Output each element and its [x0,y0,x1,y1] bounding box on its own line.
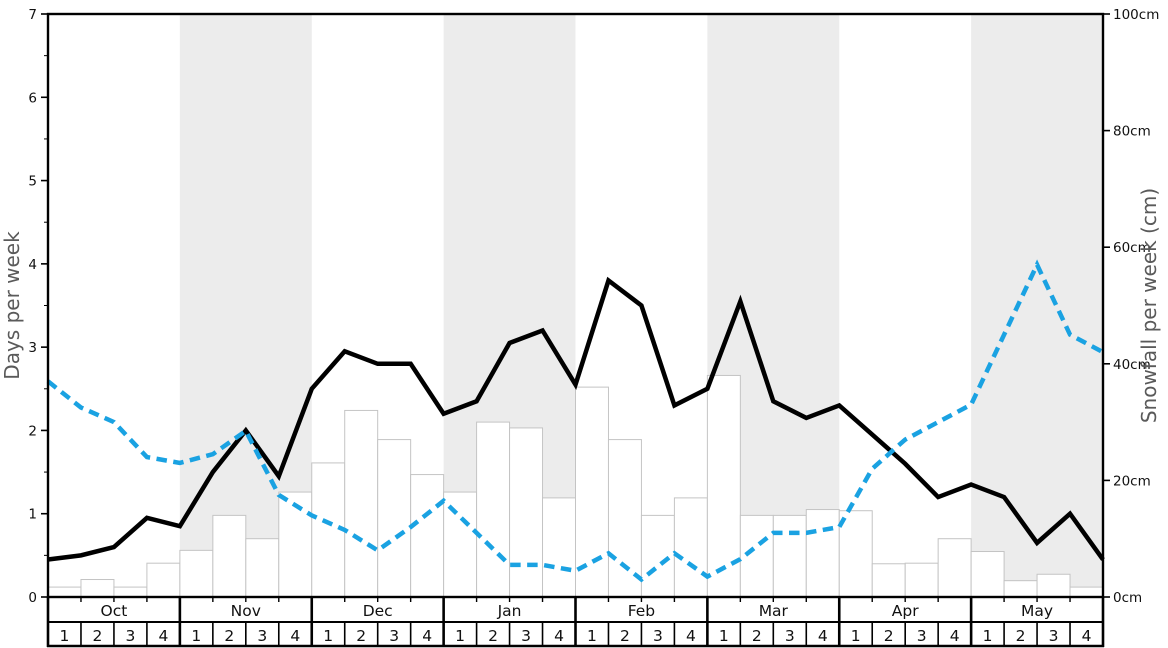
snowfall-bar [575,386,609,598]
right-axis-tick-label: 100cm [1113,7,1159,23]
left-axis-tick-label: 0 [28,590,37,606]
right-axis-title: Snowfall per week (cm) [1137,188,1161,423]
month-cell-label: Mar [759,602,789,620]
week-cell-label: 1 [455,627,465,645]
snowfall-bar [377,439,412,598]
week-cell-label: 4 [686,627,696,645]
week-cell-label: 3 [521,627,531,645]
month-cell-label: Dec [363,602,393,620]
snowfall-bar [344,409,379,598]
snowfall-bar [47,586,82,598]
snowfall-bar [476,421,511,598]
snowfall-bar [1003,580,1038,598]
week-cell-label: 1 [719,627,729,645]
week-cell-label: 4 [1082,627,1092,645]
left-axis-tick-label: 2 [28,423,37,439]
left-axis-tick-label: 7 [28,7,37,23]
left-axis-tick-label: 5 [28,174,37,190]
right-axis-tick-label: 60cm [1113,240,1151,256]
snowfall-bar [970,551,1005,598]
snowfall-bar [640,514,675,598]
week-cell-label: 3 [1049,627,1059,645]
snowfall-bar [542,497,576,598]
week-cell-label: 1 [983,627,993,645]
month-cell-label: Jan [497,602,522,620]
snowfall-bar [772,514,807,598]
snowfall-bar [739,514,774,598]
left-axis-tick-label: 1 [28,507,37,523]
snowfall-bar [146,562,181,598]
week-cell-label: 3 [653,627,663,645]
snowfall-bar [673,497,708,598]
week-cell-label: 1 [587,627,597,645]
week-cell-label: 2 [224,627,234,645]
snowfall-bar [805,509,840,598]
week-cell-label: 2 [752,627,762,645]
week-cell-label: 3 [917,627,927,645]
week-cell-label: 4 [158,627,168,645]
right-axis-tick-label: 80cm [1113,124,1151,140]
right-axis-tick-label: 20cm [1113,473,1151,489]
week-cell-label: 3 [125,627,135,645]
month-cell-label: May [1021,602,1053,620]
week-cell-label: 4 [818,627,828,645]
week-cell-label: 4 [290,627,300,645]
week-cell-label: 2 [356,627,366,645]
week-cell-label: 4 [554,627,564,645]
snowfall-bar [212,514,247,598]
snowfall-bar [937,538,972,598]
snowfall-bar [179,549,214,598]
month-cell-label: Oct [101,602,128,620]
week-cell-label: 1 [191,627,201,645]
left-axis-tick-label: 4 [28,257,37,273]
left-axis-tick-label: 6 [28,90,37,106]
week-cell-label: 3 [785,627,795,645]
right-axis-tick-label: 40cm [1113,357,1151,373]
week-cell-label: 4 [950,627,960,645]
week-cell-label: 4 [422,627,432,645]
snowfall-bar [80,579,115,598]
snowfall-bar [904,562,939,598]
week-cell-label: 3 [257,627,267,645]
left-axis-title: Days per week [0,231,24,380]
snowfall-bar [509,427,544,598]
month-cell-label: Apr [892,602,919,620]
left-axis-tick-label: 3 [28,340,37,356]
week-cell-label: 2 [488,627,498,645]
week-cell-label: 2 [93,627,103,645]
snowfall-bar [245,538,280,598]
snowfall-bar [838,510,873,598]
week-cell-label: 2 [884,627,894,645]
snowfall-bar [871,563,906,598]
snowfall-bar [1036,573,1071,598]
days-per-week-line [47,276,1105,562]
week-cell-label: 1 [851,627,861,645]
week-cell-label: 3 [389,627,399,645]
week-cell-label: 2 [620,627,630,645]
month-cell-label: Feb [628,602,655,620]
week-cell-label: 2 [1016,627,1026,645]
month-cell-label: Nov [231,602,261,620]
right-axis-tick-label: 0cm [1113,590,1142,606]
week-cell-label: 1 [323,627,333,645]
snowfall-bar [113,586,148,598]
snowfall-bar [1069,586,1104,598]
snowfall-bar [410,474,445,598]
snowfall-per-week-line [46,259,1105,583]
week-cell-label: 1 [60,627,70,645]
month-band-may [971,14,1103,597]
